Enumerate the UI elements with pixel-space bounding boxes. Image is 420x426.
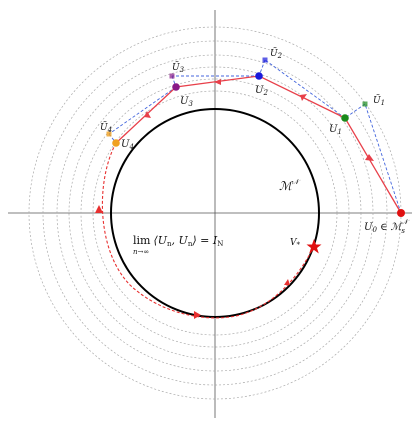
projection-lines [108, 59, 402, 214]
proj-ut2-to-u2 [258, 59, 266, 77]
proj-u3-to-ut4 [108, 86, 177, 135]
traj-arrow-1 [95, 205, 103, 213]
guide-circle-4 [68, 66, 362, 360]
v-star-marker [306, 239, 322, 254]
point-u3 [172, 83, 180, 91]
label-u-tilde-4: Ũ4 [100, 121, 112, 134]
point-u1 [341, 114, 349, 122]
label-u-tilde-1: Ũ1 [373, 94, 385, 107]
limit-formula: lim ⟨Un, Un⟩ = IN n→∞ [133, 234, 223, 256]
label-u4: U4 [121, 139, 134, 151]
traj-arrow-2 [194, 311, 201, 319]
label-u-tilde-2: Ũ2 [270, 47, 283, 60]
arrow-u2-u3 [214, 79, 221, 85]
guide-circles [28, 26, 402, 400]
point-u4 [112, 139, 120, 147]
guide-circle-3 [56, 54, 374, 372]
proj-u1-to-ut2 [264, 59, 346, 119]
limit-subscript: n→∞ [133, 248, 149, 256]
label-u0: U0 ∈ ℳs𝒩 [364, 218, 410, 235]
point-u2 [255, 72, 263, 80]
guide-circle-5 [80, 78, 350, 348]
point-u0 [397, 209, 405, 217]
label-v-star: V* [290, 238, 301, 249]
proj-ut1-to-u1 [344, 103, 366, 119]
label-u2: U2 [255, 85, 268, 97]
label-u1: U1 [329, 124, 342, 136]
proj-u0-to-ut1 [364, 103, 402, 214]
arrow-u0-u1 [365, 154, 374, 161]
guide-circle-6 [92, 90, 338, 336]
label-manifold: ℳ𝒩 [279, 178, 301, 193]
label-u-tilde-3: Ũ3 [172, 61, 185, 74]
point-u-tilde-1 [362, 101, 368, 107]
arrow-u1-u2 [300, 94, 307, 101]
label-u3: U3 [180, 96, 193, 108]
trajectory-curve [101, 142, 315, 319]
point-u-tilde-2 [262, 57, 268, 63]
limit-text: lim ⟨Un, Un⟩ = IN [133, 234, 223, 248]
manifold-circle [110, 108, 320, 318]
iterate-arrows [144, 79, 374, 161]
traj-arrow-3 [284, 279, 290, 285]
arrow-u3-u4 [144, 111, 151, 118]
iterate-path [115, 75, 402, 214]
iterate-polyline [115, 75, 402, 214]
trajectory-arrows [95, 205, 290, 319]
guide-circle-2 [42, 40, 388, 386]
point-u-tilde-4 [106, 131, 112, 137]
point-u-tilde-3 [169, 73, 175, 79]
